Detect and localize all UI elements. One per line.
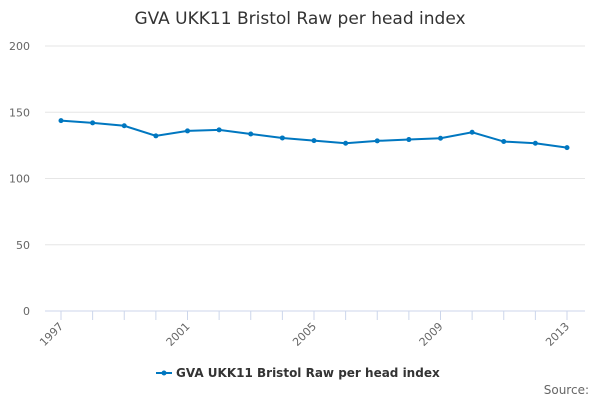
data-point[interactable] (406, 137, 412, 143)
data-point[interactable] (58, 118, 64, 124)
y-tick-label: 150 (9, 106, 30, 119)
data-point[interactable] (343, 140, 349, 146)
legend-item[interactable]: GVA UKK11 Bristol Raw per head index (156, 366, 440, 380)
x-tick-label: 2005 (290, 320, 319, 349)
y-tick-label: 200 (9, 40, 30, 53)
x-tick-label: 2001 (164, 320, 193, 349)
data-point[interactable] (279, 135, 285, 141)
data-point[interactable] (374, 138, 380, 144)
y-tick-label: 0 (23, 305, 30, 318)
source-credit: Source: (544, 383, 589, 397)
data-point[interactable] (469, 129, 475, 135)
data-point[interactable] (311, 138, 317, 144)
data-point[interactable] (90, 120, 96, 126)
data-point[interactable] (153, 133, 159, 139)
y-tick-label: 50 (16, 239, 30, 252)
chart-title: GVA UKK11 Bristol Raw per head index (134, 9, 465, 29)
data-point[interactable] (501, 139, 507, 145)
x-tick-label: 1997 (37, 320, 66, 349)
data-point[interactable] (216, 127, 222, 133)
y-tick-label: 100 (9, 173, 30, 186)
data-point[interactable] (121, 123, 127, 129)
legend-label: GVA UKK11 Bristol Raw per head index (176, 366, 440, 380)
data-point[interactable] (248, 131, 254, 137)
x-tick-label: 2009 (417, 320, 446, 349)
data-point[interactable] (532, 140, 538, 146)
legend-marker-icon (161, 370, 167, 376)
data-point[interactable] (438, 135, 443, 141)
x-tick-label: 2013 (543, 320, 572, 349)
series-line (60, 119, 568, 149)
data-point[interactable] (564, 145, 570, 151)
data-point[interactable] (185, 128, 190, 134)
